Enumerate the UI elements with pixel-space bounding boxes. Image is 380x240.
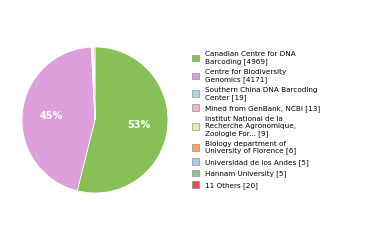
Text: 53%: 53% [127,120,150,130]
Wedge shape [92,47,95,120]
Wedge shape [93,47,95,120]
Wedge shape [93,47,95,120]
Text: 45%: 45% [40,111,63,121]
Wedge shape [91,47,95,120]
Wedge shape [22,47,95,191]
Legend: Canadian Centre for DNA
Barcoding [4969], Centre for Biodiversity
Genomics [4171: Canadian Centre for DNA Barcoding [4969]… [190,49,322,191]
Wedge shape [77,47,168,193]
Wedge shape [93,47,95,120]
Wedge shape [94,47,95,120]
Wedge shape [94,47,95,120]
